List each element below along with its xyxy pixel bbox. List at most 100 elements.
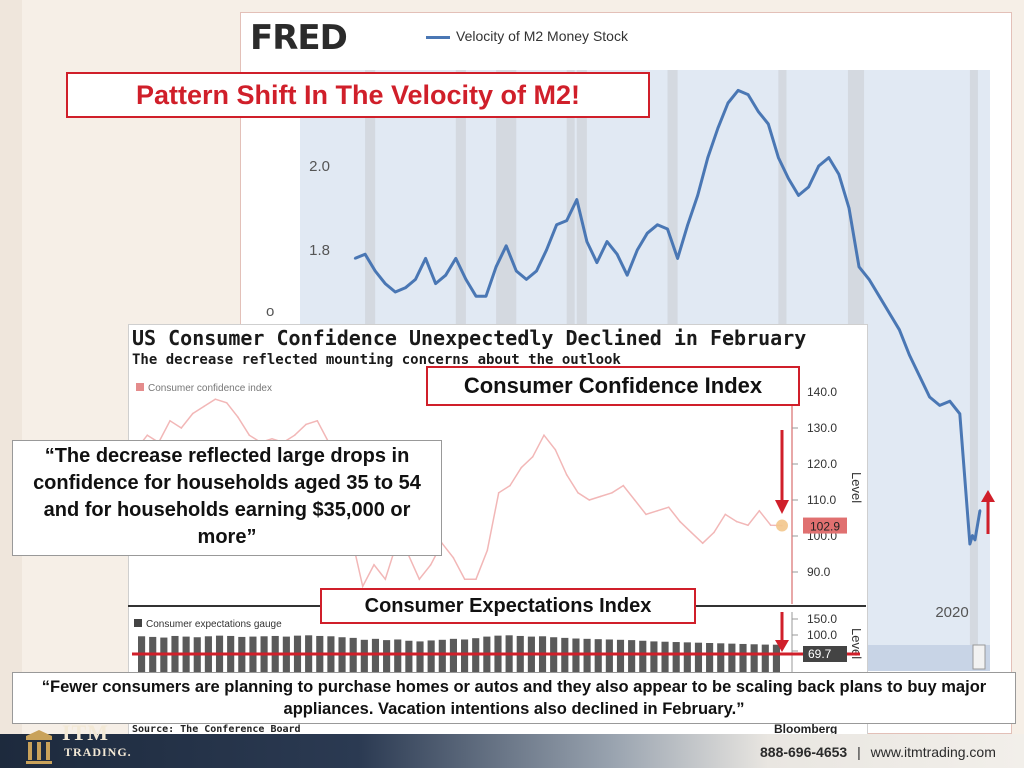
fred-point-37	[726, 101, 730, 105]
cc-top-y-tick-2: 120.0	[807, 457, 837, 471]
fred-point-60	[958, 412, 962, 415]
cc-expectations-bar-57	[772, 644, 780, 672]
footer-bar	[0, 734, 1024, 768]
cc-confidence-point-9	[237, 416, 239, 418]
cc-expectations-bar-46	[650, 641, 658, 672]
cc-confidence-point-21	[373, 564, 375, 566]
cc-confidence-point-46	[656, 510, 659, 512]
fred-recession-band-8	[969, 70, 978, 668]
fred-point-62	[971, 534, 974, 537]
cc-confidence-point-39	[577, 492, 579, 494]
fred-point-44	[797, 194, 800, 197]
fred-point-42	[777, 156, 780, 159]
fred-point-52	[877, 295, 881, 298]
footer-url[interactable]: www.itmtrading.com	[870, 744, 996, 760]
cc-chart-subtitle: The decrease reflected mounting concerns…	[132, 352, 621, 368]
cc-confidence-point-36	[543, 434, 545, 436]
cc-expectations-bar-24	[405, 640, 413, 672]
footer-contact: 888-696-4653 | www.itmtrading.com	[760, 744, 996, 760]
fred-point-30	[656, 223, 659, 226]
fred-point-34	[696, 194, 699, 197]
consumer-expectations-index-label: Consumer Expectations Index	[320, 588, 696, 624]
fred-point-6	[414, 278, 417, 281]
fred-point-36	[716, 127, 720, 130]
cc-confidence-point-33	[509, 484, 511, 487]
fred-point-12	[474, 295, 478, 298]
cc-bottom-last-value-box	[803, 646, 847, 662]
fred-point-8	[434, 282, 437, 285]
cc-expectations-bar-55	[750, 644, 758, 672]
fred-y-tick-0: 2.0	[309, 158, 330, 175]
fred-point-23	[585, 240, 589, 243]
cc-last-value-text: 102.9	[810, 520, 840, 534]
cc-expectations-bar-23	[394, 639, 402, 672]
fred-point-38	[736, 89, 740, 92]
cc-expectations-bar-47	[661, 641, 669, 672]
fred-point-33	[686, 223, 689, 226]
cc-confidence-point-44	[633, 499, 636, 501]
footer-phone[interactable]: 888-696-4653	[760, 744, 848, 760]
cc-expectations-bar-52	[717, 643, 725, 672]
cc-expectations-bar-42	[605, 639, 613, 672]
cc-expectations-bar-25	[416, 641, 424, 672]
cc-confidence-point-38	[565, 474, 568, 476]
cc-confidence-point-48	[679, 520, 681, 523]
cc-confidence-point-40	[588, 499, 591, 501]
fred-point-32	[676, 257, 679, 260]
cc-last-value-box	[803, 517, 847, 534]
cc-confidence-point-54	[747, 524, 749, 526]
fred-point-45	[807, 185, 810, 189]
fred-point-17	[525, 278, 528, 281]
cc-expectations-bar-49	[683, 642, 691, 672]
fred-point-9	[444, 274, 447, 277]
cc-confidence-point-1	[146, 434, 149, 436]
fred-point-54	[898, 328, 901, 331]
fred-point-3	[384, 282, 387, 285]
cc-confidence-point-41	[599, 495, 602, 498]
cc-expectations-bar-20	[360, 639, 368, 672]
cc-latest-marker	[776, 519, 788, 532]
cc-confidence-point-51	[713, 531, 715, 534]
cc-expectations-bar-43	[616, 639, 625, 672]
cc-confidence-point-12	[271, 438, 273, 440]
fred-point-7	[424, 257, 427, 260]
cc-confidence-point-45	[645, 513, 647, 516]
fred-y-tick-1: 1.8	[309, 242, 330, 259]
cc-confidence-point-52	[724, 513, 727, 516]
cc-confidence-line	[135, 398, 783, 589]
fred-legend-label: Velocity of M2 Money Stock	[456, 28, 628, 44]
fred-point-2	[373, 269, 377, 273]
cc-confidence-point-50	[701, 542, 704, 544]
cc-bottom-down-arrow-head	[775, 640, 789, 652]
fred-point-51	[867, 278, 871, 281]
quote-fewer-consumers: “Fewer consumers are planning to purchas…	[12, 672, 1016, 724]
cc-legend-bottom-label: Consumer expectations gauge	[146, 619, 282, 630]
fred-legend: Velocity of M2 Money Stock	[426, 28, 628, 44]
footer-separator: |	[857, 744, 861, 760]
cc-confidence-point-5	[191, 412, 194, 415]
cc-confidence-point-26	[429, 564, 432, 566]
cc-confidence-point-34	[520, 466, 523, 469]
footer-brand-sub: TRADING.	[64, 745, 132, 759]
cc-confidence-point-28	[452, 556, 455, 559]
fred-point-4	[394, 290, 397, 294]
fred-point-27	[625, 274, 629, 277]
cc-source: Source: The Conference Board	[132, 724, 301, 735]
cc-top-y-tick-3: 110.0	[807, 493, 836, 507]
fred-point-16	[515, 269, 518, 273]
fred-point-26	[615, 253, 619, 256]
footer-brand: ITM	[62, 720, 109, 745]
cc-expectations-bar-44	[628, 640, 636, 672]
fred-point-21	[565, 219, 568, 222]
cc-expectations-bar-22	[383, 640, 391, 672]
fred-point-55	[908, 353, 911, 357]
cc-confidence-point-31	[486, 549, 489, 552]
cc-expectations-bar-54	[739, 643, 747, 672]
cc-expectations-bar-50	[694, 642, 703, 672]
fred-point-13	[484, 295, 488, 298]
fred-logo: FRED	[250, 18, 348, 58]
cc-legend-bottom-swatch	[134, 619, 142, 627]
fred-point-56	[918, 374, 921, 378]
cc-confidence-point-47	[667, 506, 670, 508]
cc-confidence-point-15	[305, 423, 307, 426]
